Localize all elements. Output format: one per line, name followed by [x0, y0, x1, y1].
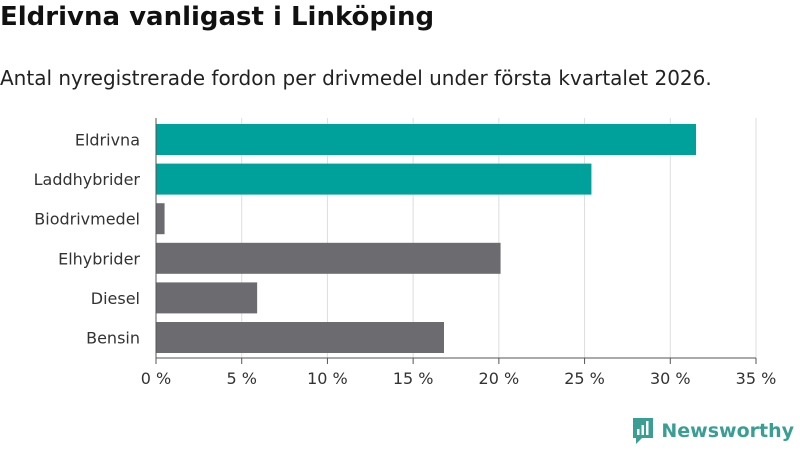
logo-text: Newsworthy — [661, 420, 794, 442]
x-tick-label: 10 % — [307, 369, 348, 388]
x-tick-label: 20 % — [479, 369, 520, 388]
bar-biodrivmedel — [156, 203, 165, 235]
bar-elhybrider — [156, 242, 501, 274]
bars — [156, 124, 696, 353]
x-axis: 0 % 5 % 10 % 15 % 20 % 25 % 30 % 35 % — [141, 118, 777, 388]
chart-title: Eldrivna vanligast i Linköping — [0, 2, 435, 32]
x-tick-label: 5 % — [226, 369, 256, 388]
category-label: Bensin — [86, 329, 140, 348]
newsworthy-logo: Newsworthy — [631, 416, 794, 446]
bar-eldrivna — [156, 124, 696, 155]
x-tick-label: 15 % — [393, 369, 434, 388]
category-label: Biodrivmedel — [34, 210, 140, 229]
category-label: Eldrivna — [75, 131, 140, 150]
chart-subtitle: Antal nyregistrerade fordon per drivmede… — [0, 66, 712, 90]
category-label: Laddhybrider — [34, 170, 141, 189]
bar-laddhybrider — [156, 163, 592, 195]
category-label: Diesel — [91, 289, 140, 308]
category-labels: Eldrivna Laddhybrider Biodrivmedel Elhybrid… — [34, 131, 141, 348]
x-tick-label: 25 % — [564, 369, 605, 388]
gridlines — [241, 118, 757, 358]
newsworthy-logo-icon — [633, 418, 654, 444]
x-tick-label: 35 % — [736, 369, 777, 388]
x-tick-label: 30 % — [650, 369, 691, 388]
x-tick-label: 0 % — [141, 369, 171, 388]
bar-diesel — [156, 282, 258, 314]
bar-bensin — [156, 322, 444, 353]
category-label: Elhybrider — [58, 249, 140, 268]
